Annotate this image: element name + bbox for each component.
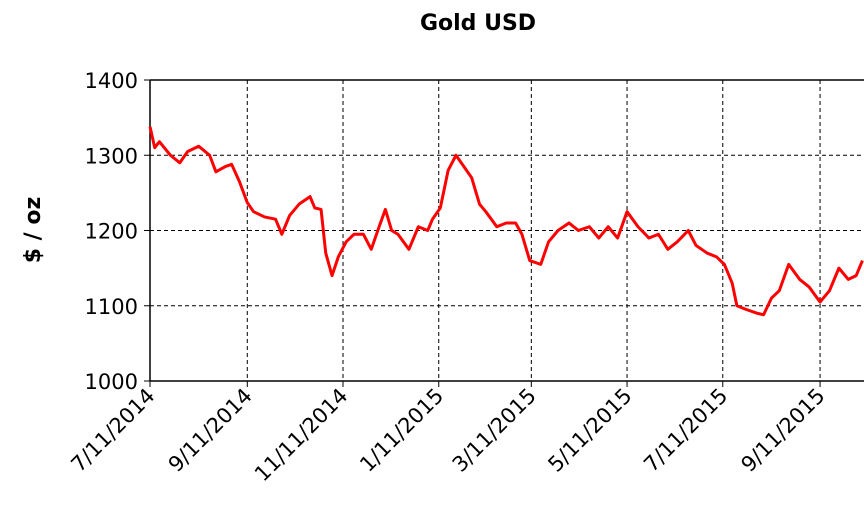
- y-tick-label: 1400: [85, 69, 138, 93]
- x-tick-label: 11/11/2014: [250, 384, 353, 487]
- y-axis-label: $ / oz: [21, 197, 46, 264]
- chart-title: Gold USD: [420, 11, 536, 36]
- data-line: [148, 126, 864, 317]
- y-tick-label: 1100: [85, 295, 138, 319]
- x-tick-label: 7/11/2015: [639, 384, 732, 477]
- y-tick-label: 1200: [85, 220, 138, 244]
- x-tick-label: 1/11/2015: [355, 384, 448, 477]
- x-tick-label: 7/11/2014: [66, 384, 159, 477]
- y-tick-label: 1000: [85, 370, 138, 394]
- y-tick-label: 1300: [85, 144, 138, 168]
- x-tick-label: 9/11/2015: [736, 384, 829, 477]
- x-tick-label: 5/11/2015: [543, 384, 636, 477]
- x-tick-label: 9/11/2014: [164, 384, 257, 477]
- x-tick-label: 3/11/2015: [448, 384, 541, 477]
